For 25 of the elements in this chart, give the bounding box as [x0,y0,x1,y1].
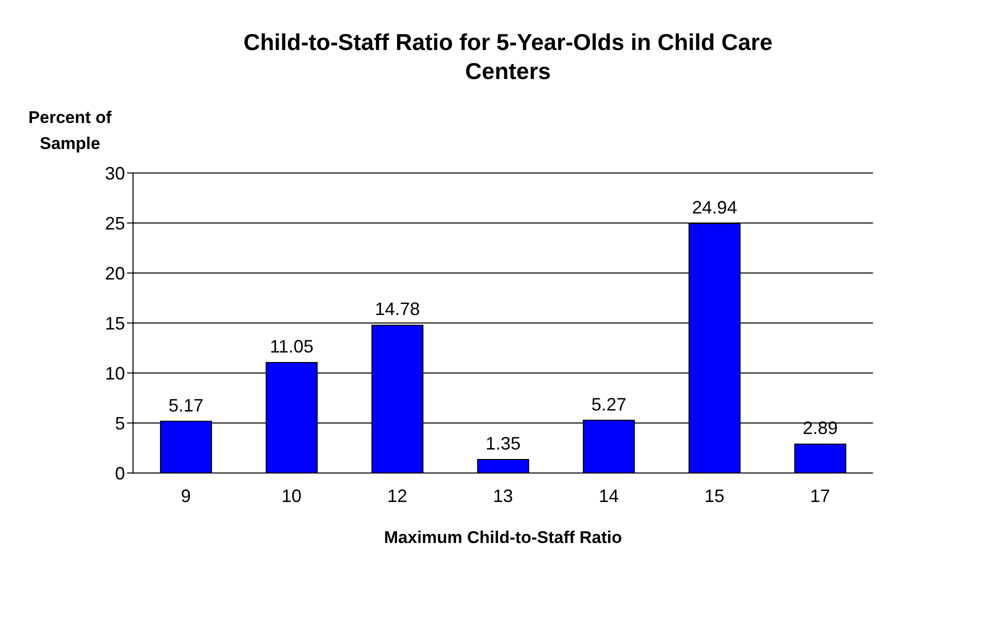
chart-title: Child-to-Staff Ratio for 5-Year-Olds in Child Care Centers [242,28,774,86]
x-tick-label: 17 [810,486,830,506]
x-tick-label: 14 [598,486,619,506]
bar [477,459,530,473]
y-tick-label: 0 [114,463,125,484]
y-tick-label: 20 [104,263,125,284]
x-axis-title: Maximum Child-to-Staff Ratio [384,528,622,547]
x-tick-label: 15 [704,486,724,506]
data-label: 24.94 [692,198,738,218]
y-tick-label: 5 [114,413,125,434]
bar [794,444,846,473]
y-tick-label: 10 [104,363,125,384]
x-tick-label: 10 [282,486,302,506]
y-tick-label: 30 [104,163,125,184]
y-tick-label: 15 [104,313,125,334]
y-axis-title: Percent of Sample [27,107,113,155]
x-tick-label: 13 [492,486,514,506]
data-label: 1.35 [486,434,521,454]
data-label: 11.05 [270,336,314,356]
x-tick-label: 9 [180,486,191,506]
data-label: 5.17 [168,395,204,416]
y-tick-label: 25 [104,213,125,234]
x-tick-label: 12 [387,486,408,506]
data-label: 14.78 [374,299,420,320]
data-label: 5.27 [591,394,626,414]
